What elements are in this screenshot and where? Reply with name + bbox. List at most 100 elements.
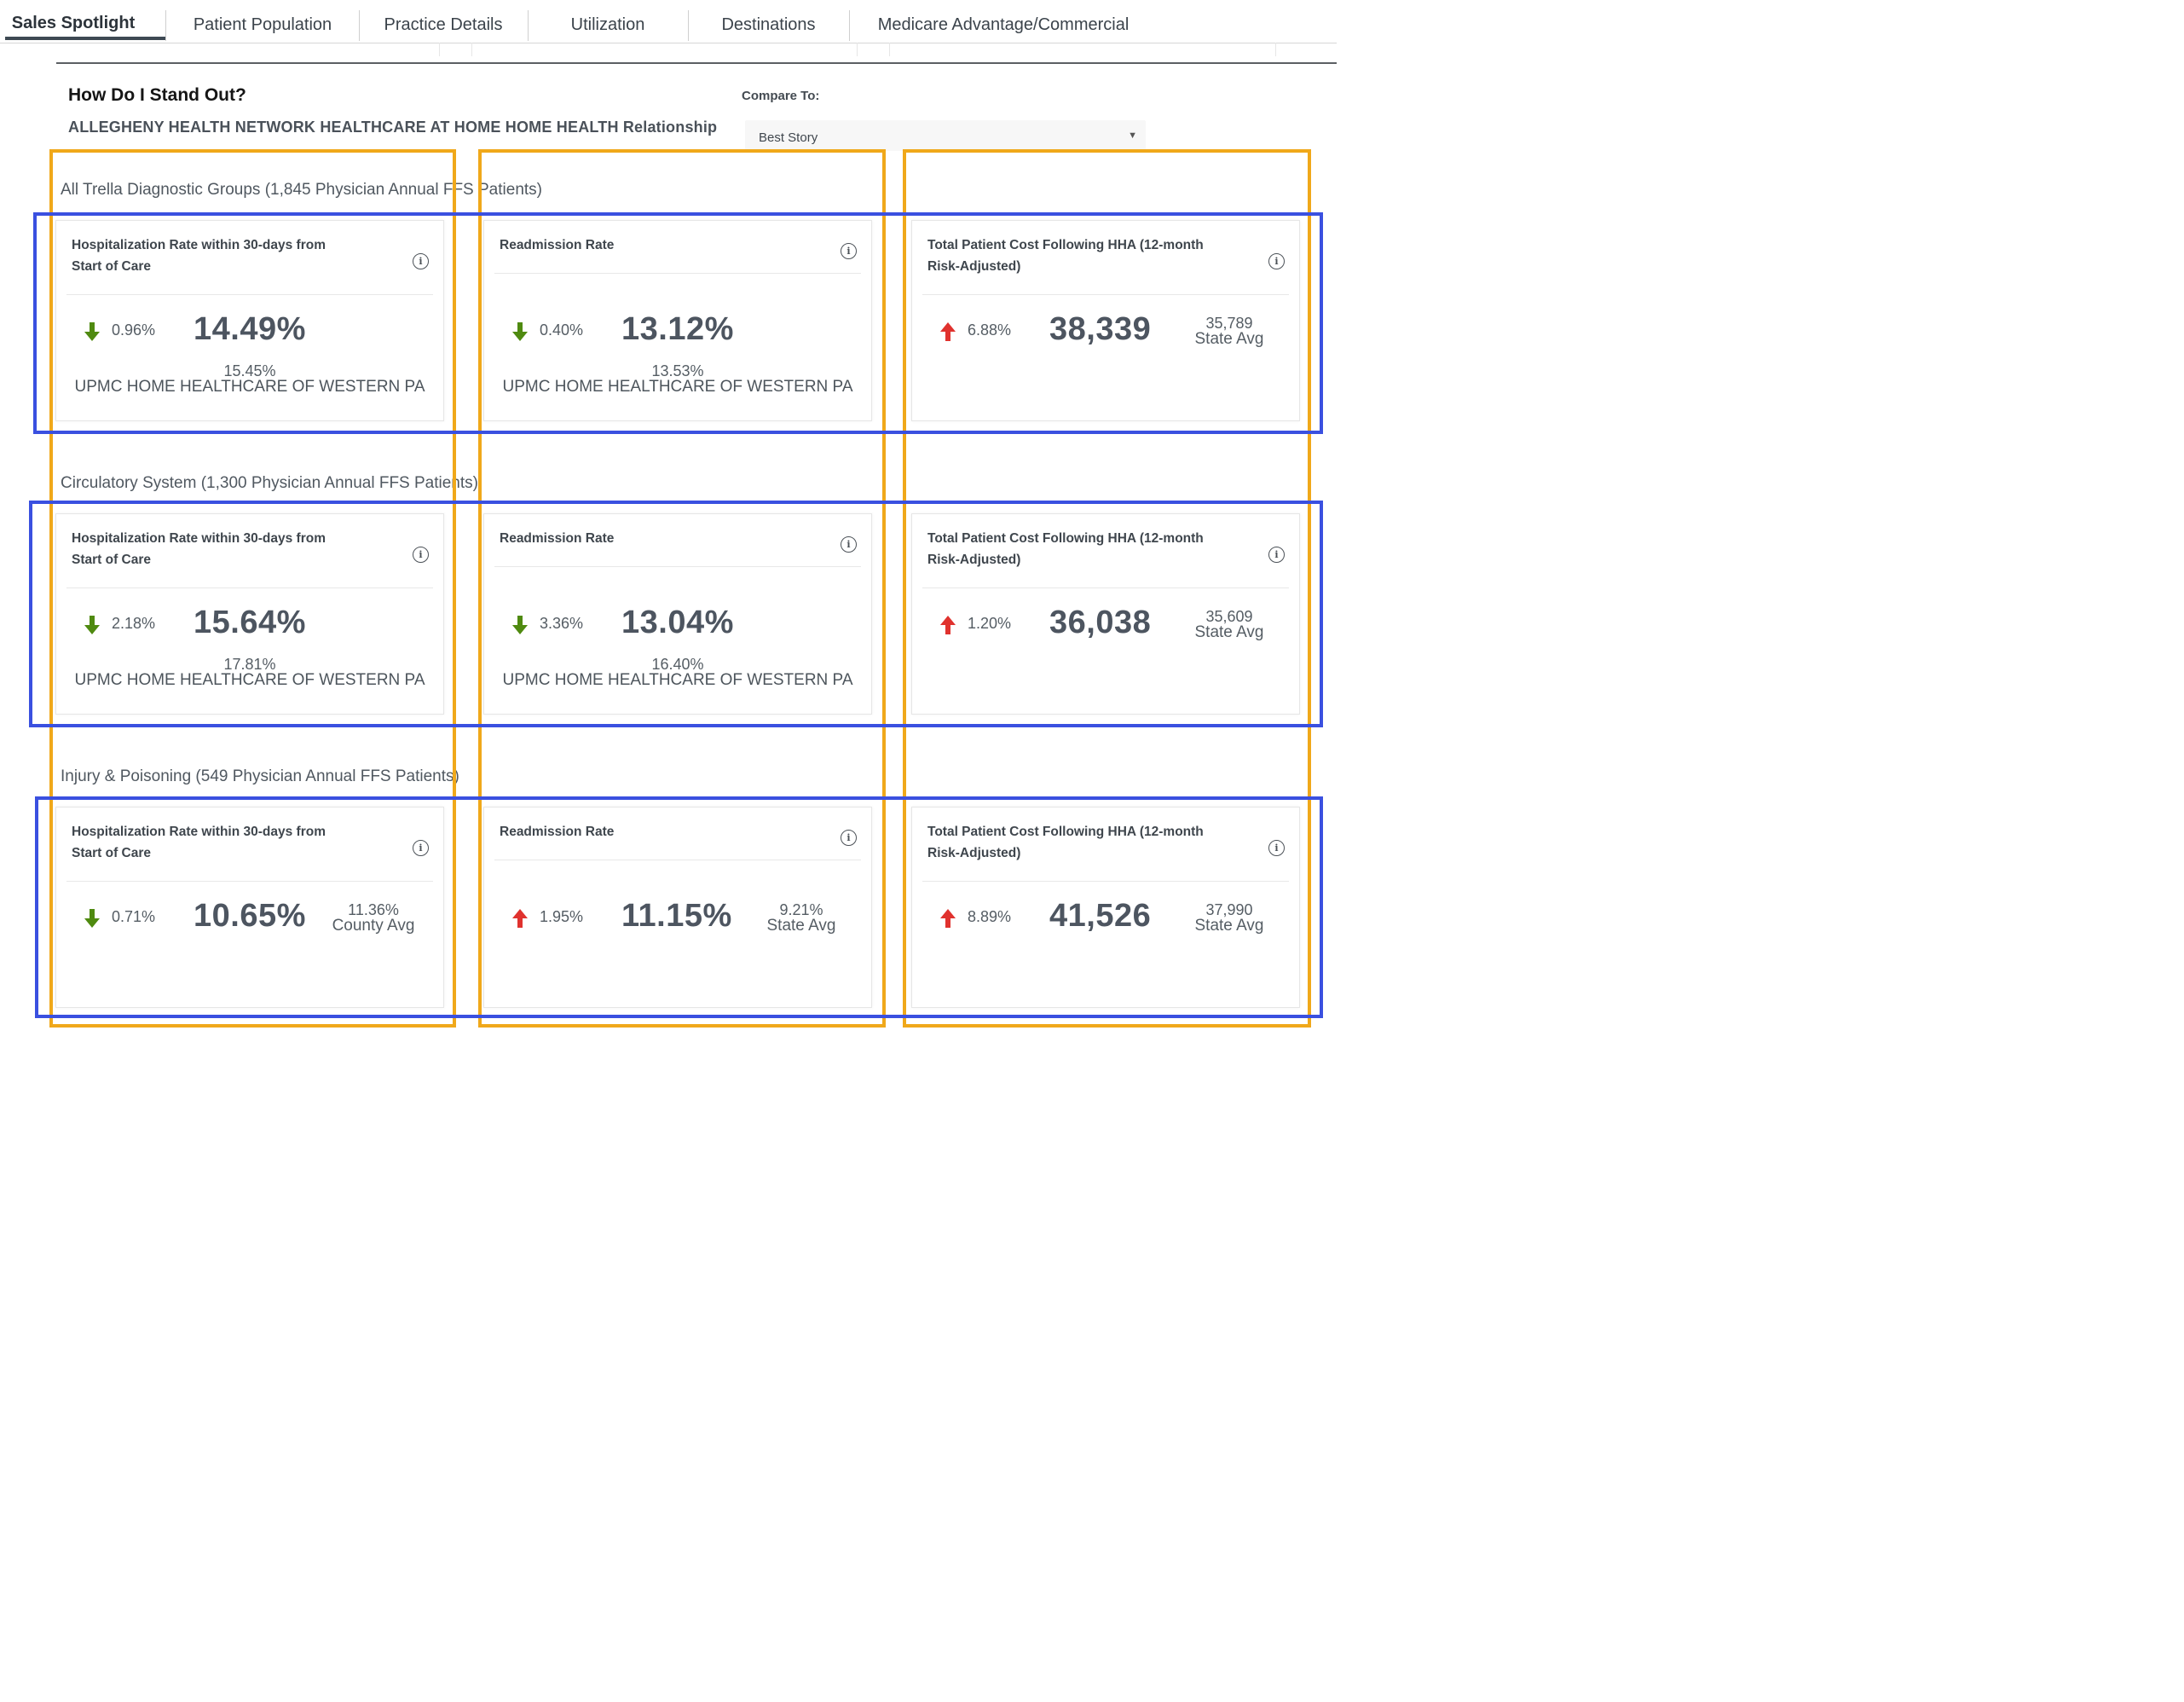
chevron-down-icon: ▼	[1128, 130, 1137, 141]
tab-destinations[interactable]: Destinations	[721, 15, 816, 34]
compare-to-select[interactable]: Best Story ▼	[745, 120, 1146, 151]
metric-card: Total Patient Cost Following HHA (12-mon…	[911, 807, 1300, 1008]
column-highlight	[49, 149, 456, 1028]
metric-card: Readmission Rate i 0.40% 13.12% 13.53% UPMC H…	[483, 220, 872, 421]
card-divider	[494, 566, 861, 567]
column-highlight	[478, 149, 886, 1028]
info-icon[interactable]: i	[1268, 840, 1285, 856]
comparison-value: 37,990	[1205, 901, 1253, 918]
metric-delta: 2.18%	[112, 615, 156, 632]
info-icon[interactable]: i	[841, 830, 857, 846]
subbar-divider	[471, 43, 472, 56]
comparison-name: State Avg	[1194, 623, 1264, 641]
metric-delta: 0.96%	[112, 321, 156, 339]
metric-delta: 1.95%	[540, 908, 584, 925]
metric-delta: 6.88%	[968, 321, 1012, 339]
comparison-value: 35,789	[1205, 315, 1253, 332]
tab-practice-details[interactable]: Practice Details	[384, 15, 503, 34]
subbar-divider	[889, 43, 890, 56]
compare-to-label: Compare To:	[742, 89, 820, 103]
metric-delta: 8.89%	[968, 908, 1012, 925]
metric-value: 13.04%	[621, 605, 734, 640]
tab-divider	[165, 10, 166, 41]
comparison-value: 11.36%	[348, 901, 399, 918]
subbar-divider	[1275, 43, 1276, 56]
metric-card: Readmission Rate i 1.95% 11.15% 9.21% State A…	[483, 807, 872, 1008]
tab-medicare-advantage-commercial[interactable]: Medicare Advantage/Commercial	[877, 15, 1130, 34]
arrow-up-icon	[939, 614, 957, 636]
comparison-name: UPMC HOME HEALTHCARE OF WESTERN PA	[74, 671, 425, 689]
info-icon[interactable]: i	[1268, 253, 1285, 269]
arrow-up-icon	[939, 321, 957, 343]
metric-card: Hospitalization Rate within 30-days from…	[55, 807, 444, 1008]
compare-to-value: Best Story	[759, 130, 818, 145]
metric-title: Readmission Rate	[500, 531, 615, 546]
section-title-circulatory: Circulatory System (1,300 Physician Annu…	[61, 474, 478, 492]
comparison-value: 16.40%	[651, 656, 704, 673]
metric-value: 10.65%	[194, 898, 306, 934]
metric-card: Hospitalization Rate within 30-days from…	[55, 513, 444, 715]
subbar-divider	[857, 43, 858, 56]
tab-patient-population[interactable]: Patient Population	[193, 15, 332, 34]
metric-card: Total Patient Cost Following HHA (12-mon…	[911, 513, 1300, 715]
comparison-value: 35,609	[1205, 608, 1253, 625]
arrow-down-icon	[83, 907, 101, 929]
metric-value: 38,339	[1049, 311, 1152, 347]
metric-card: Readmission Rate i 3.36% 13.04% 16.40% UPMC H…	[483, 513, 872, 715]
info-icon[interactable]: i	[841, 243, 857, 259]
info-icon[interactable]: i	[413, 547, 429, 563]
metric-value: 14.49%	[194, 311, 306, 347]
tab-sales-spotlight[interactable]: Sales Spotlight	[11, 14, 136, 32]
metric-title: Readmission Rate	[500, 238, 615, 252]
comparison-name: UPMC HOME HEALTHCARE OF WESTERN PA	[74, 378, 425, 396]
arrow-down-icon	[83, 321, 101, 343]
metric-delta: 0.71%	[112, 908, 156, 925]
info-icon[interactable]: i	[413, 840, 429, 856]
metric-value: 36,038	[1049, 605, 1152, 640]
section-title-injury: Injury & Poisoning (549 Physician Annual…	[61, 767, 459, 785]
metric-title: Hospitalization Rate within 30-days from…	[72, 238, 326, 274]
comparison-name: County Avg	[332, 917, 415, 935]
row-highlight	[33, 212, 1323, 434]
row-highlight	[35, 796, 1323, 1018]
card-divider	[922, 881, 1289, 882]
comparison-name: State Avg	[1194, 330, 1264, 348]
tab-divider	[688, 10, 689, 41]
column-highlight	[903, 149, 1311, 1028]
info-icon[interactable]: i	[1268, 547, 1285, 563]
active-tab-indicator	[5, 37, 165, 40]
metric-title: Total Patient Cost Following HHA (12-mon…	[927, 238, 1204, 274]
card-divider	[66, 294, 433, 295]
comparison-value: 17.81%	[223, 656, 276, 673]
tab-divider	[359, 10, 360, 41]
metric-delta: 1.20%	[968, 615, 1012, 632]
comparison-name: State Avg	[766, 917, 836, 935]
tab-utilization[interactable]: Utilization	[570, 15, 645, 34]
arrow-down-icon	[83, 614, 101, 636]
card-divider	[922, 294, 1289, 295]
metric-value: 13.12%	[621, 311, 734, 347]
metric-title: Total Patient Cost Following HHA (12-mon…	[927, 531, 1204, 567]
card-divider	[494, 273, 861, 274]
tab-divider	[528, 10, 529, 41]
info-icon[interactable]: i	[413, 253, 429, 269]
info-icon[interactable]: i	[841, 536, 857, 553]
arrow-down-icon	[511, 321, 529, 343]
metric-title: Hospitalization Rate within 30-days from…	[72, 825, 326, 860]
metric-value: 15.64%	[194, 605, 306, 640]
metric-value: 11.15%	[621, 898, 732, 934]
comparison-value: 9.21%	[779, 901, 823, 918]
comparison-value: 15.45%	[223, 362, 276, 379]
tab-bar: Sales Spotlight Patient Population Pract…	[0, 0, 1337, 43]
arrow-up-icon	[939, 907, 957, 929]
metric-title: Readmission Rate	[500, 825, 615, 839]
metric-title: Hospitalization Rate within 30-days from…	[72, 531, 326, 567]
metric-title: Total Patient Cost Following HHA (12-mon…	[927, 825, 1204, 860]
arrow-down-icon	[511, 614, 529, 636]
comparison-name: UPMC HOME HEALTHCARE OF WESTERN PA	[502, 378, 853, 396]
metric-value: 41,526	[1049, 898, 1152, 934]
subbar-divider	[439, 43, 440, 56]
tab-divider	[849, 10, 850, 41]
card-divider	[66, 881, 433, 882]
metric-card: Hospitalization Rate within 30-days from…	[55, 220, 444, 421]
